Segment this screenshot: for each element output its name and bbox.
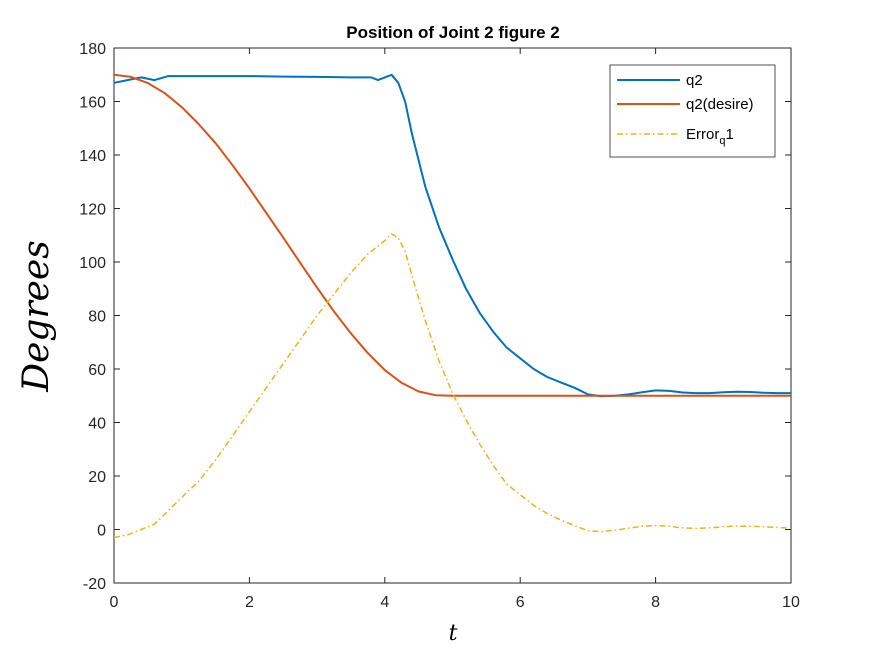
series-line-q2-desire [113, 73, 791, 397]
y-tick-label: 100 [79, 255, 106, 272]
x-tick-label: 10 [782, 594, 800, 611]
legend-label-error: Errorq1 [686, 126, 734, 147]
x-tick-label: 8 [651, 594, 660, 611]
y-tick-label: 60 [88, 362, 106, 379]
y-tick-label: 0 [97, 523, 106, 540]
y-tick-label: -20 [83, 576, 106, 593]
legend: q2 q2(desire) Errorq1 [609, 64, 776, 158]
x-tick-label: 6 [516, 594, 525, 611]
x-tick-label: 4 [380, 594, 389, 611]
legend-label-q2: q2 [686, 72, 703, 89]
y-tick-label: 160 [79, 95, 106, 112]
legend-label-q2-desire: q2(desire) [686, 96, 754, 113]
x-axis: 0 2 4 6 8 10 [110, 48, 800, 611]
y-tick-label: 180 [79, 41, 106, 58]
y-tick-label: 40 [88, 416, 106, 433]
y-axis: -20 0 20 40 60 80 100 120 140 160 180 [79, 41, 791, 593]
y-axis-label: Degrees [16, 240, 57, 393]
y-tick-label: 80 [88, 309, 106, 326]
series-line-error-q1 [113, 233, 792, 539]
series-group [113, 73, 792, 539]
x-tick-label: 0 [110, 594, 119, 611]
series-line-q2 [113, 73, 791, 398]
chart-title: Position of Joint 2 figure 2 [346, 23, 559, 42]
x-tick-label: 2 [245, 594, 254, 611]
x-axis-label: t [449, 621, 458, 646]
y-tick-label: 140 [79, 148, 106, 165]
y-tick-label: 120 [79, 202, 106, 219]
y-tick-label: 20 [88, 469, 106, 486]
